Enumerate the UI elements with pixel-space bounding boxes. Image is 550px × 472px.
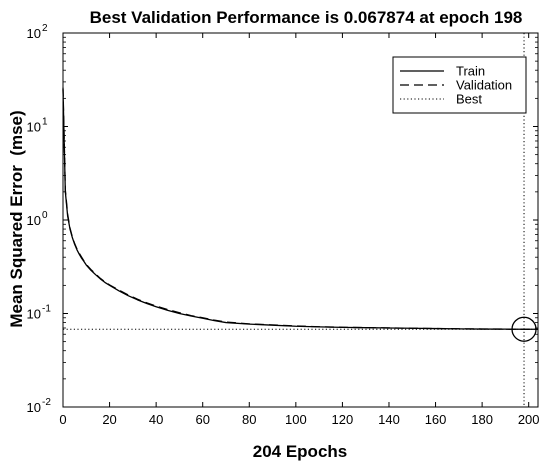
y-axis-label: Mean Squared Error (mse) [7,110,26,327]
y-tick-label: 10 [27,307,41,322]
x-tick-label: 60 [195,412,209,427]
legend-validation-label: Validation [456,78,512,93]
x-tick-label: 80 [242,412,256,427]
y-tick-exponent: 2 [42,23,48,34]
x-tick-label: 0 [59,412,66,427]
legend-best-label: Best [456,92,482,107]
x-tick-label: 40 [149,412,163,427]
y-tick-label: 10 [27,26,41,41]
y-tick-exponent: -2 [42,397,51,408]
x-tick-label: 200 [518,412,540,427]
series-layer [62,87,539,342]
x-tick-label: 140 [378,412,400,427]
x-axis-label: 204 Epochs [253,442,348,461]
y-tick-label: 10 [27,120,41,135]
chart-title: Best Validation Performance is 0.067874 … [90,8,523,27]
y-tick-label: 10 [27,400,41,415]
y-tick-exponent: 0 [42,210,48,221]
y-tick-exponent: -1 [42,304,51,315]
y-tick-exponent: 1 [42,117,48,128]
series-line-validation [62,87,539,330]
legend: Train Validation Best [392,56,527,114]
x-tick-label: 100 [285,412,307,427]
best-point-circle [511,316,537,342]
x-tick-label: 120 [332,412,354,427]
x-tick-label: 20 [102,412,116,427]
legend-train-label: Train [456,64,485,79]
x-tick-label: 180 [471,412,493,427]
y-tick-label: 10 [27,213,41,228]
x-tick-label: 160 [425,412,447,427]
